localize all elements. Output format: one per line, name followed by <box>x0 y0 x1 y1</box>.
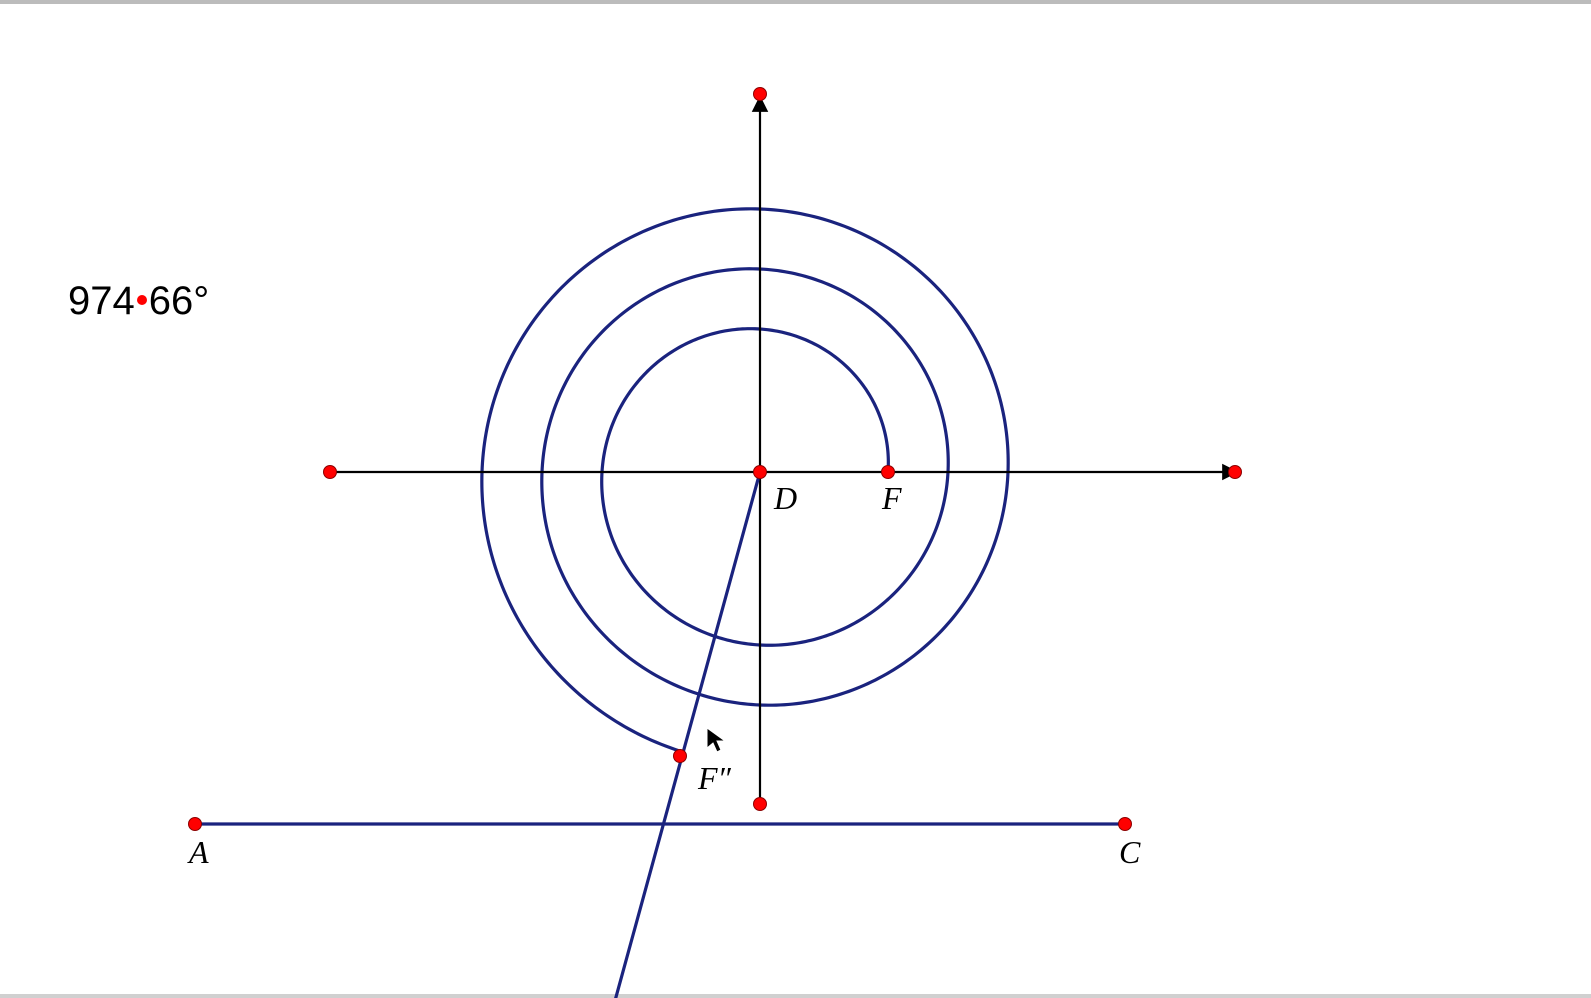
label-f: F <box>882 480 902 517</box>
angle-readout: 974 66° <box>68 279 209 324</box>
point-y-bottom[interactable] <box>754 798 767 811</box>
label-c: C <box>1119 834 1140 871</box>
point-x-left[interactable] <box>324 466 337 479</box>
angle-int: 974 <box>68 279 135 323</box>
point-y-top[interactable] <box>754 88 767 101</box>
spiral-curve <box>482 209 1008 751</box>
label-f-: F″ <box>698 760 731 797</box>
point-c[interactable] <box>1119 818 1132 831</box>
angle-dot-icon <box>137 295 147 305</box>
angle-frac: 66° <box>149 279 210 323</box>
label-a: A <box>189 834 209 871</box>
point-a[interactable] <box>189 818 202 831</box>
point-d[interactable] <box>754 466 767 479</box>
point-f-[interactable] <box>674 750 687 763</box>
label-d: D <box>774 480 797 517</box>
ray-d-fpp <box>612 472 760 998</box>
canvas-frame: 974 66° D F F″ A C <box>0 0 1591 994</box>
point-x-right[interactable] <box>1229 466 1242 479</box>
point-f[interactable] <box>882 466 895 479</box>
